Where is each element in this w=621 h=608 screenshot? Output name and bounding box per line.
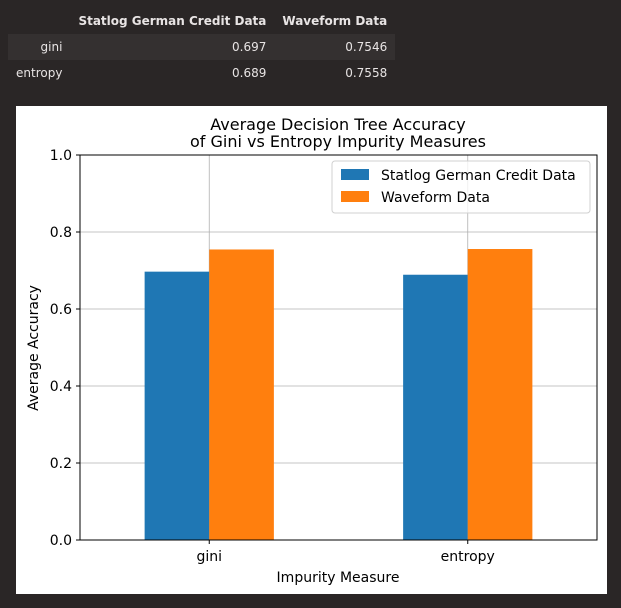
y-tick-label: 0.6 [50, 302, 72, 318]
x-tick-label: gini [196, 549, 222, 565]
axes: 0.0 0.2 0.4 0.6 0.8 1.0 gini entropy [50, 148, 598, 565]
table-cell: 0.689 [232, 66, 267, 80]
table-row-index: gini [40, 40, 63, 54]
table-row: entropy 0.689 0.7558 [8, 60, 396, 86]
legend-swatch [341, 169, 369, 180]
x-tick-label: entropy [441, 549, 495, 565]
bars [144, 249, 533, 540]
table-header-row: Statlog German Credit Data Waveform Data [8, 8, 396, 34]
output-footer [0, 596, 621, 608]
bar-gini-series-0 [144, 271, 210, 540]
legend-box [331, 160, 591, 214]
legend-label: Statlog German Credit Data [381, 168, 576, 184]
y-tick-label: 0.4 [50, 379, 72, 395]
table-cell: 0.7558 [345, 66, 388, 80]
y-axis-label: Average Accuracy [26, 285, 42, 411]
legend: Statlog German Credit Data Waveform Data [331, 160, 591, 214]
x-axis-label: Impurity Measure [277, 570, 400, 586]
chart-title-line1: Average Decision Tree Accuracy [210, 115, 465, 134]
table-index-header [8, 8, 71, 34]
y-tick-label: 0.8 [50, 225, 72, 241]
table-column-header: Waveform Data [274, 8, 396, 34]
bar-chart: Average Decision Tree Accuracy of Gini v… [16, 106, 607, 594]
chart-svg: Average Decision Tree Accuracy of Gini v… [26, 115, 598, 586]
y-tick-label: 1.0 [50, 148, 72, 164]
y-tick-label: 0.0 [50, 533, 72, 549]
plot-frame [79, 154, 598, 541]
table-cell: 0.697 [232, 40, 267, 54]
dataframe-table: Statlog German Credit Data Waveform Data… [8, 8, 396, 86]
bar-entropy-series-1 [467, 249, 533, 540]
bar-gini-series-1 [209, 249, 274, 540]
legend-swatch [341, 191, 369, 202]
bar-entropy-series-0 [403, 274, 468, 540]
y-tick-label: 0.2 [50, 456, 72, 472]
table-cell: 0.7546 [345, 40, 388, 54]
table-row: gini 0.697 0.7546 [8, 34, 396, 60]
chart-title-line2: of Gini vs Entropy Impurity Measures [190, 132, 486, 151]
table-row-index: entropy [16, 66, 63, 80]
legend-label: Waveform Data [381, 190, 490, 206]
table-column-header: Statlog German Credit Data [70, 8, 275, 34]
